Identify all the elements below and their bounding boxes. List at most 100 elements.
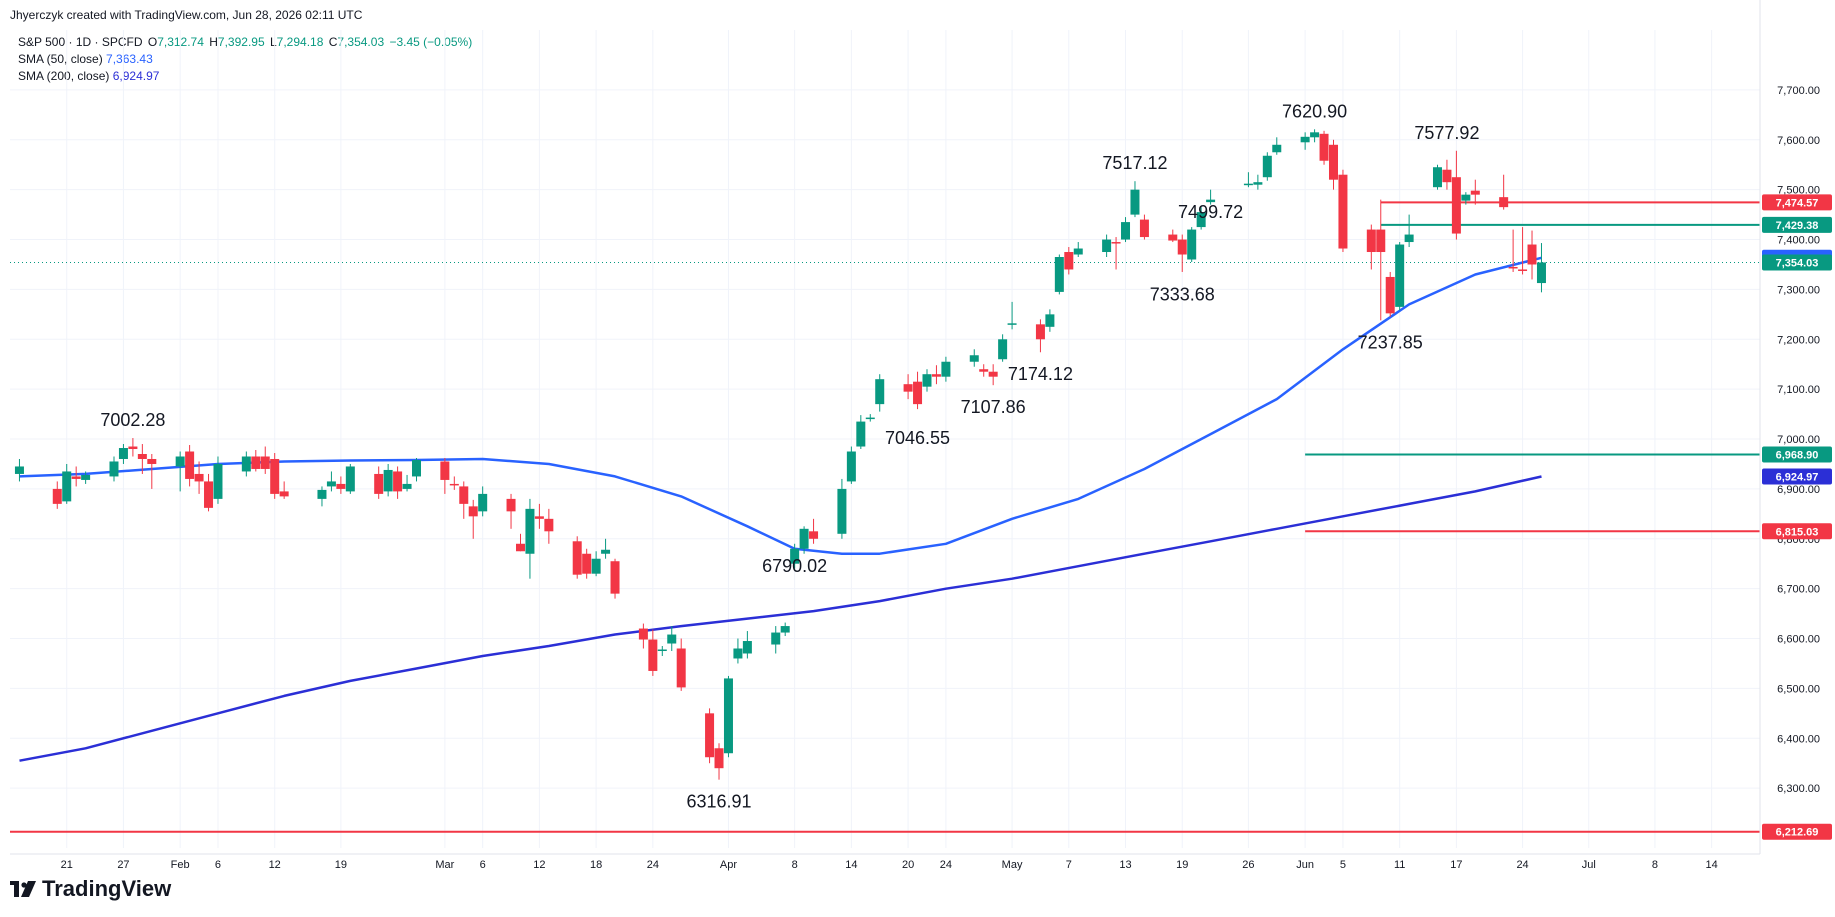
- candle-body: [14, 466, 24, 474]
- candle-body: [241, 456, 251, 472]
- x-tick-label: 6: [480, 859, 486, 871]
- candle-body: [147, 458, 157, 464]
- sma200-row[interactable]: SMA (200, close) 6,924.97: [18, 68, 472, 85]
- candle-body: [875, 379, 885, 405]
- y-tick-label: 7,600.00: [1777, 135, 1820, 147]
- candle-body: [525, 508, 535, 554]
- candle-body: [1168, 234, 1178, 241]
- x-tick-label: Feb: [171, 859, 190, 871]
- candle-body: [175, 456, 185, 467]
- candle-body: [383, 469, 393, 492]
- low-value: 7,294.18: [276, 35, 324, 49]
- candle-body: [52, 488, 62, 504]
- candle-body: [1451, 177, 1461, 234]
- price-annotation: 6316.91: [686, 792, 751, 812]
- candle-body: [1007, 323, 1017, 325]
- candle-body: [837, 488, 847, 534]
- x-tick-label: 7: [1066, 859, 1072, 871]
- candle-body: [1035, 324, 1045, 340]
- x-tick-label: Jul: [1582, 859, 1596, 871]
- candle-body: [478, 493, 488, 512]
- chart-credit: Jhyerczyk created with TradingView.com, …: [10, 8, 363, 22]
- x-tick-label: Jun: [1296, 859, 1314, 871]
- candle-body: [809, 531, 819, 539]
- symbol-label[interactable]: S&P 500 · 1D · SPCFD: [18, 35, 143, 49]
- y-tick-label: 7,200.00: [1777, 334, 1820, 346]
- axis-price-tag: [1762, 468, 1832, 485]
- candle-body: [1130, 189, 1140, 215]
- candle-body: [1187, 229, 1197, 260]
- x-tick-label: 24: [647, 859, 659, 871]
- grid: [10, 30, 1760, 848]
- candle-body: [979, 369, 989, 372]
- sma200-layer: [19, 475, 1542, 762]
- candle-body: [1064, 252, 1074, 270]
- sma50-line: [19, 256, 1542, 555]
- candle-body: [572, 541, 582, 575]
- price-annotation: 7107.86: [961, 397, 1026, 417]
- x-tick-label: May: [1002, 859, 1023, 871]
- price-annotation: 7517.12: [1102, 153, 1167, 173]
- y-tick-label: 7,300.00: [1777, 284, 1820, 296]
- axis-price-tag-label: 6,815.03: [1776, 526, 1819, 538]
- y-tick-label: 7,500.00: [1777, 185, 1820, 197]
- candle-body: [213, 463, 223, 499]
- candle-body: [185, 451, 195, 479]
- candle-body: [1139, 219, 1149, 238]
- candle-body: [326, 481, 336, 487]
- price-annotation: 7577.92: [1414, 123, 1479, 143]
- high-value: 7,392.95: [217, 35, 265, 49]
- y-tick-label: 6,900.00: [1777, 484, 1820, 496]
- candle-body: [903, 384, 913, 392]
- y-tick-label: 6,600.00: [1777, 634, 1820, 646]
- candle-body: [1328, 144, 1338, 180]
- candle-body: [1319, 133, 1329, 161]
- candle-body: [204, 481, 214, 508]
- candle-body: [723, 678, 733, 754]
- candle-body: [1432, 167, 1442, 188]
- candle-body: [591, 558, 601, 574]
- candle-body: [1262, 155, 1272, 178]
- candle-body: [771, 632, 781, 645]
- candle-body: [345, 466, 355, 492]
- candle-body: [459, 486, 469, 504]
- sma50-layer: [19, 256, 1542, 555]
- x-tick-label: 8: [1652, 859, 1658, 871]
- candle-body: [402, 483, 412, 489]
- candle-body: [582, 553, 592, 574]
- x-tick-label: 17: [1450, 859, 1462, 871]
- axis-price-tag-label: 6,924.97: [1776, 471, 1819, 483]
- candle-body: [657, 649, 667, 652]
- x-tick-label: 19: [335, 859, 347, 871]
- tradingview-logo-icon: [10, 881, 36, 897]
- sma50-value: 7,363.43: [106, 52, 153, 66]
- x-tick-label: 14: [1706, 859, 1718, 871]
- candle-body: [1527, 244, 1537, 265]
- candle-body: [865, 417, 875, 420]
- axis-price-tag-label: 7,429.38: [1776, 220, 1819, 232]
- sma50-row[interactable]: SMA (50, close) 7,363.43: [18, 51, 472, 68]
- candle-body: [998, 339, 1008, 360]
- change-value: −3.45 (−0.05%): [389, 35, 473, 49]
- y-tick-label: 7,100.00: [1777, 384, 1820, 396]
- y-tick-label: 7,400.00: [1777, 235, 1820, 247]
- candle-body: [1470, 190, 1480, 195]
- axis-price-tag-label: 6,212.69: [1776, 827, 1819, 839]
- candle-body: [1177, 239, 1187, 255]
- candle-body: [733, 648, 743, 659]
- candle-body: [506, 498, 516, 512]
- x-tick-label: 24: [1516, 859, 1528, 871]
- candle-body: [988, 371, 998, 377]
- candle-body: [1102, 239, 1112, 253]
- candle-body: [128, 446, 138, 450]
- x-tick-label: 6: [215, 859, 221, 871]
- candle-body: [969, 355, 979, 362]
- tradingview-brand[interactable]: TradingView: [10, 876, 171, 902]
- axes: 6,300.00 6,400.00 6,500.00 6,600.00 6,700.00…: [10, 0, 1832, 871]
- x-tick-label: 14: [845, 859, 857, 871]
- annotations: 7002.28 6316.91 6790.02 7046.55 7107.86 7174.…: [100, 101, 1479, 811]
- candle-body: [1121, 222, 1131, 240]
- y-tick-label: 6,700.00: [1777, 584, 1820, 596]
- candle-body: [790, 548, 800, 564]
